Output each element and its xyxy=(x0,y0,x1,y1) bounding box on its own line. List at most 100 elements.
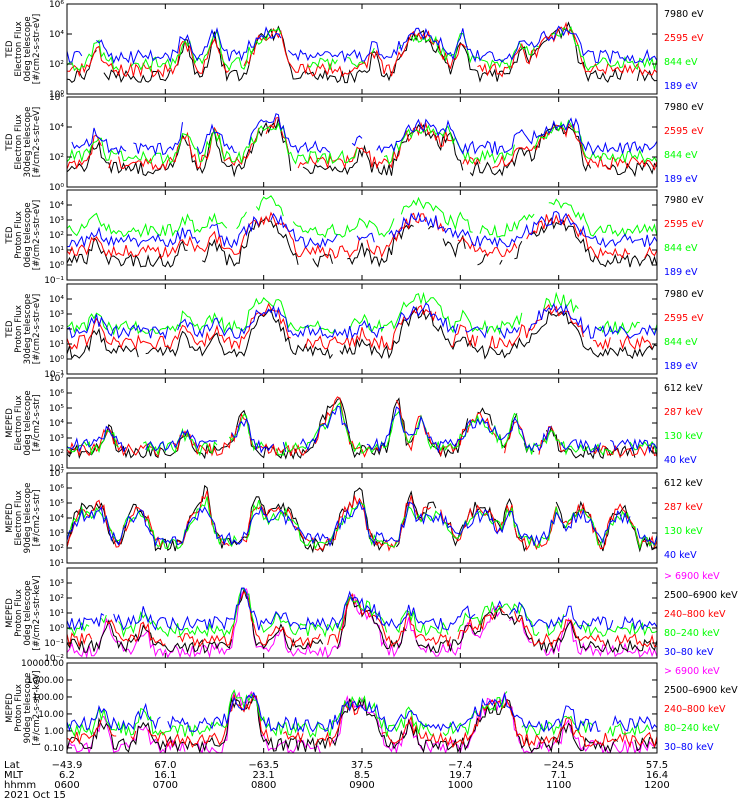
y-tick-label-4-4: 10² xyxy=(49,325,64,335)
y-tick-label-8-1: 0.10 xyxy=(44,744,64,754)
y-tick-label-4-2: 10⁰ xyxy=(49,355,64,365)
legend-entry-7-2: 2500–6900 keV xyxy=(664,590,738,601)
x-col-mlt-1: 6.2 xyxy=(59,770,75,781)
y-tick-label-2-4: 10⁶ xyxy=(49,93,64,103)
panel-5: 10¹ 10² 10³ 10⁴ 10⁵ 10⁶ 10⁷ MEPED Electron Flux 0… xyxy=(5,374,703,474)
legend-entry-1-3: 844 eV xyxy=(664,57,698,68)
legend-entry-2-3: 844 eV xyxy=(664,150,698,161)
panel-2-plot-area xyxy=(67,113,657,178)
x-col-lat-3: −63.5 xyxy=(248,760,279,771)
legend-entry-1-4: 189 eV xyxy=(664,81,698,92)
legend-entry-2-4: 189 eV xyxy=(664,174,698,185)
legend-entry-5-1: 612 keV xyxy=(664,383,703,394)
legend-entry-3-3: 844 eV xyxy=(664,243,698,254)
y-axis-label-5-3: 0deg telescope xyxy=(23,390,33,455)
y-axis-label-3-3: 0deg telescope xyxy=(23,202,33,267)
y-tick-label-6-7: 10⁷ xyxy=(49,469,64,479)
panel-6: 10¹ 10² 10³ 10⁴ 10⁵ 10⁶ 10⁷ MEPED Electron Flux 9… xyxy=(5,469,703,569)
series-line-3-3 xyxy=(67,195,657,239)
series-line-4-4 xyxy=(67,302,657,340)
y-tick-label-6-6: 10⁶ xyxy=(49,484,64,494)
y-axis-label-6-4: [#/cm2-s-str] xyxy=(32,490,42,547)
x-col-lat-7: 57.5 xyxy=(646,760,668,771)
legend-entry-8-3: 240–800 keV xyxy=(664,704,726,715)
y-tick-label-3-1: 10⁻¹ xyxy=(44,276,64,286)
legend-entry-8-5: 30–80 keV xyxy=(664,742,714,753)
panel-2: 10⁰ 10² 10⁴ 10⁶ TED Electron Flux 30deg telesc… xyxy=(5,93,704,193)
y-axis-label-1-2: Electron Flux xyxy=(14,21,24,76)
x-col-mlt-4: 8.5 xyxy=(354,770,370,781)
panel-1-frame xyxy=(66,3,658,95)
series-line-6-3 xyxy=(67,496,657,550)
y-tick-label-4-6: 10⁴ xyxy=(49,295,64,305)
y-axis-label-4-2: Proton Flux xyxy=(14,305,24,353)
legend-entry-7-1: > 6900 keV xyxy=(664,571,720,582)
y-tick-label-5-3: 10³ xyxy=(49,434,64,444)
legend-entry-6-3: 130 keV xyxy=(664,526,703,537)
y-axis-label-4-3: 30deg telescope xyxy=(23,294,33,365)
legend-entry-5-4: 40 keV xyxy=(664,455,697,466)
series-line-5-4 xyxy=(67,405,657,454)
legend-entry-4-1: 7980 eV xyxy=(664,289,704,300)
legend-entry-5-2: 287 keV xyxy=(664,407,703,418)
panel-1-plot-area xyxy=(67,21,657,84)
panel-7-plot-area xyxy=(67,587,657,658)
x-col-mlt-6: 7.1 xyxy=(551,770,567,781)
legend-entry-6-1: 612 keV xyxy=(664,478,703,489)
y-tick-label-8-4: 100.00 xyxy=(33,693,65,703)
y-tick-label-7-4: 10¹ xyxy=(49,609,64,619)
x-col-lat-4: 37.5 xyxy=(351,760,373,771)
y-axis-label-1-1: TED xyxy=(5,40,15,59)
y-axis-label-7-2: Proton Flux xyxy=(14,589,24,637)
panel-3-frame xyxy=(66,189,658,281)
y-axis-label-7-4: [#/cm2-s-str-keV] xyxy=(32,576,42,651)
y-tick-label-6-5: 10⁵ xyxy=(49,499,64,509)
x-col-mlt-7: 16.4 xyxy=(646,770,668,781)
y-axis-label-4-4: [#/cm2-s-str-eV] xyxy=(32,294,42,364)
legend-entry-4-2: 2595 eV xyxy=(664,313,704,324)
y-axis-label-8-3: 90deg telescope xyxy=(23,673,33,744)
y-tick-label-5-7: 10⁷ xyxy=(49,374,64,384)
x-col-hhmm-4: 0900 xyxy=(349,780,374,791)
series-line-1-2 xyxy=(67,21,657,78)
series-line-3-1 xyxy=(67,216,657,268)
y-axis-label-3-1: TED xyxy=(5,226,15,245)
legend-entry-8-4: 80–240 keV xyxy=(664,723,720,734)
legend-entry-2-2: 2595 eV xyxy=(664,126,704,137)
x-col-hhmm-3: 0800 xyxy=(251,780,276,791)
legend-entry-6-2: 287 keV xyxy=(664,502,703,513)
panel-6-plot-area xyxy=(67,484,657,554)
y-tick-label-7-6: 10³ xyxy=(49,579,64,589)
y-axis-label-8-2: Proton Flux xyxy=(14,684,24,732)
y-tick-label-3-6: 10⁴ xyxy=(49,201,64,211)
panel-1: 10⁰ 10² 10⁴ 10⁶ TED Electron Flux 0deg telesco… xyxy=(5,0,704,100)
series-line-6-4 xyxy=(67,499,657,548)
series-line-3-4 xyxy=(67,210,657,249)
series-line-7-3 xyxy=(67,591,657,648)
y-axis-label-1-4: [#/cm2-s-str-eV] xyxy=(32,14,42,84)
series-line-2-3 xyxy=(67,119,657,165)
series-line-8-5 xyxy=(67,691,657,733)
x-col-lat-6: −24.5 xyxy=(543,760,574,771)
x-col-mlt-3: 23.1 xyxy=(253,770,275,781)
y-tick-label-7-5: 10² xyxy=(49,594,64,604)
y-axis-label-3-2: Proton Flux xyxy=(14,211,24,259)
legend-entry-8-2: 2500–6900 keV xyxy=(664,685,738,696)
x-col-hhmm-2: 0700 xyxy=(153,780,178,791)
legend-entry-3-1: 7980 eV xyxy=(664,195,704,206)
panel-8: 0.10 1.00 10.00 100.00 1000.00 10000.00 MEPED P… xyxy=(5,659,738,754)
x-col-hhmm-7: 1200 xyxy=(644,780,669,791)
x-col-lat-5: −7.4 xyxy=(448,760,472,771)
y-axis-label-2-2: Electron Flux xyxy=(14,114,24,169)
series-line-2-1 xyxy=(67,118,657,178)
y-tick-label-2-2: 10² xyxy=(49,153,64,163)
series-line-4-1 xyxy=(67,306,657,360)
y-axis-label-4-1: TED xyxy=(5,320,15,339)
series-line-7-4 xyxy=(67,588,657,638)
y-tick-label-3-5: 10³ xyxy=(49,216,64,226)
y-axis-label-1-3: 0deg telescope xyxy=(23,16,33,81)
legend-entry-3-2: 2595 eV xyxy=(664,219,704,230)
y-axis-label-3-4: [#/cm2-s-str-eV] xyxy=(32,200,42,270)
x-row-label-lat: Lat xyxy=(4,760,20,771)
